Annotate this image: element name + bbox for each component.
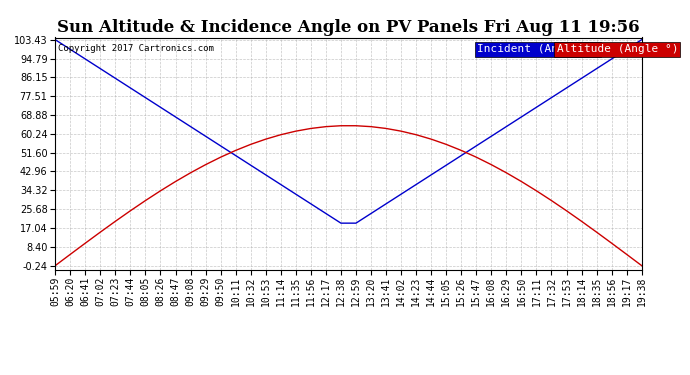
Text: Altitude (Angle °): Altitude (Angle °) xyxy=(557,45,678,54)
Text: Incident (Angle °): Incident (Angle °) xyxy=(477,45,599,54)
Text: Copyright 2017 Cartronics.com: Copyright 2017 Cartronics.com xyxy=(58,45,214,54)
Title: Sun Altitude & Incidence Angle on PV Panels Fri Aug 11 19:56: Sun Altitude & Incidence Angle on PV Pan… xyxy=(57,19,640,36)
